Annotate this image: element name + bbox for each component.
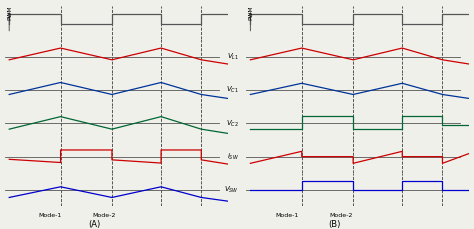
Text: $V_{L1}$: $V_{L1}$ bbox=[227, 52, 239, 62]
Text: Mode-1: Mode-1 bbox=[275, 212, 299, 217]
Text: $i_{SW}$: $i_{SW}$ bbox=[227, 151, 239, 161]
Text: Mode-2: Mode-2 bbox=[92, 212, 116, 217]
Text: Mode-2: Mode-2 bbox=[329, 212, 353, 217]
Text: (A): (A) bbox=[89, 219, 101, 229]
Text: PWM: PWM bbox=[248, 5, 253, 20]
Text: $V_{SW}$: $V_{SW}$ bbox=[224, 184, 239, 195]
Text: Mode-1: Mode-1 bbox=[38, 212, 62, 217]
Text: $V_{C2}$: $V_{C2}$ bbox=[227, 118, 239, 128]
Text: $V_{C1}$: $V_{C1}$ bbox=[227, 85, 239, 95]
Text: PWM: PWM bbox=[7, 5, 12, 20]
Text: (B): (B) bbox=[328, 219, 340, 229]
